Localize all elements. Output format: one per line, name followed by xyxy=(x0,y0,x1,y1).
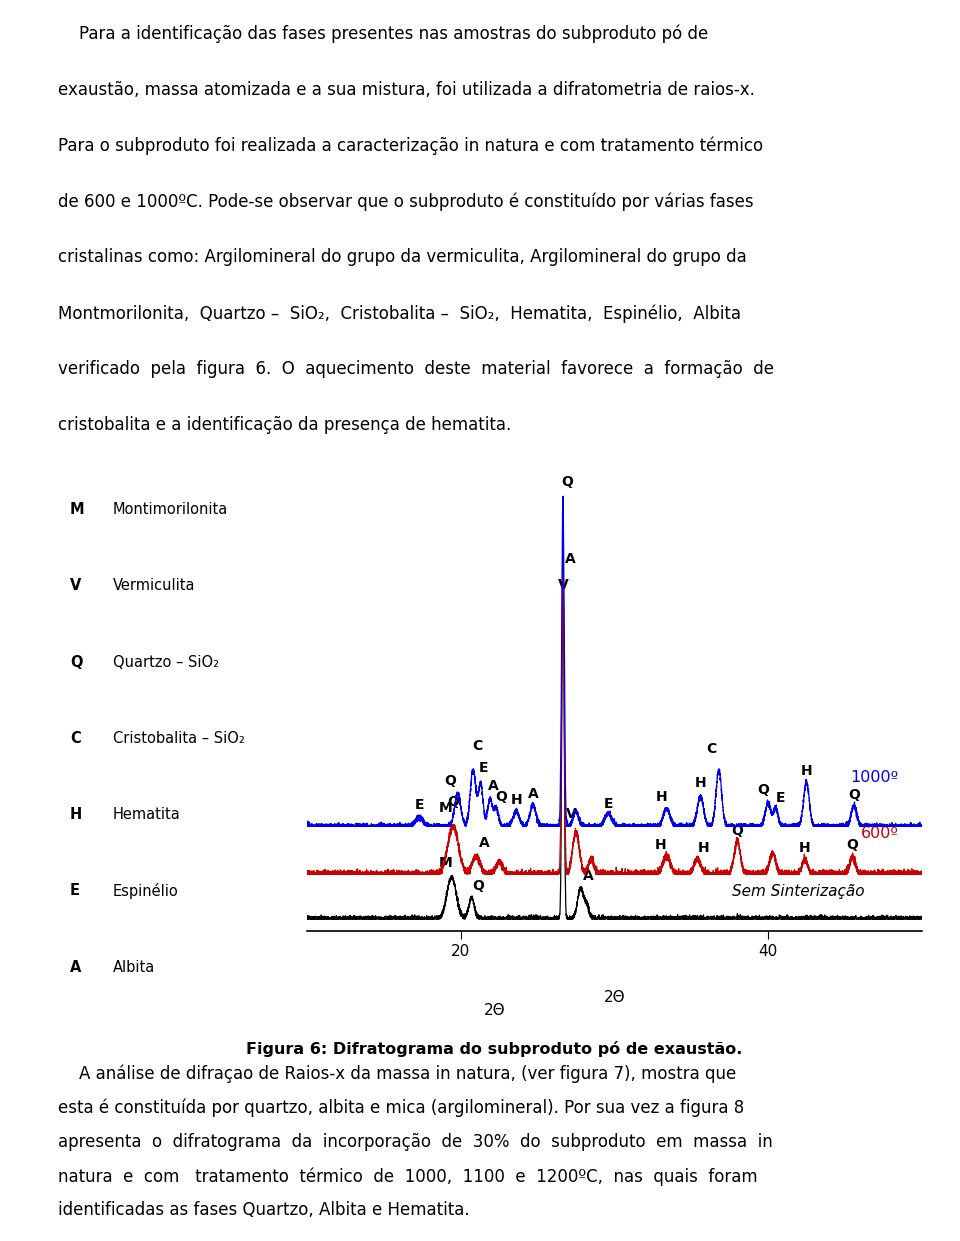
Text: Q: Q xyxy=(447,795,459,809)
Text: Espinélio: Espinélio xyxy=(112,882,179,898)
Text: H: H xyxy=(657,789,668,804)
Text: de 600 e 1000ºC. Pode-se observar que o subproduto é constituído por várias fase: de 600 e 1000ºC. Pode-se observar que o … xyxy=(58,192,754,211)
Text: apresenta  o  difratograma  da  incorporação  de  30%  do  subproduto  em  massa: apresenta o difratograma da incorporação… xyxy=(58,1133,773,1152)
Text: E: E xyxy=(70,884,80,898)
Text: esta é constituída por quartzo, albita e mica (argilomineral). Por sua vez a fig: esta é constituída por quartzo, albita e… xyxy=(58,1098,744,1117)
Text: M: M xyxy=(439,802,452,815)
Text: H: H xyxy=(801,764,812,778)
Text: M: M xyxy=(439,856,452,870)
Text: A: A xyxy=(488,779,498,793)
Text: E: E xyxy=(479,762,489,776)
Text: V: V xyxy=(70,578,82,593)
Text: Q: Q xyxy=(732,824,743,838)
Text: Q: Q xyxy=(471,879,484,894)
Text: Para a identificação das fases presentes nas amostras do subproduto pó de: Para a identificação das fases presentes… xyxy=(58,25,708,43)
Text: A: A xyxy=(528,787,539,800)
Text: Montimorilonita: Montimorilonita xyxy=(112,503,228,517)
Text: 2Θ: 2Θ xyxy=(484,1003,505,1018)
Text: 600º: 600º xyxy=(861,827,899,841)
Text: A: A xyxy=(478,836,490,850)
Text: Albita: Albita xyxy=(112,959,155,974)
Text: A: A xyxy=(565,552,576,566)
Text: A: A xyxy=(70,959,82,974)
Text: Figura 6: Difratograma do subproduto pó de exaustão.: Figura 6: Difratograma do subproduto pó … xyxy=(246,1040,743,1056)
Text: H: H xyxy=(698,841,709,855)
Text: Sem Sinterização: Sem Sinterização xyxy=(732,885,865,900)
Text: H: H xyxy=(70,807,83,822)
Text: cristalinas como: Argilomineral do grupo da vermiculita, Argilomineral do grupo : cristalinas como: Argilomineral do grupo… xyxy=(58,248,746,267)
Text: 2Θ: 2Θ xyxy=(604,990,625,1005)
Text: Q: Q xyxy=(494,791,507,804)
Text: Hematita: Hematita xyxy=(112,807,180,822)
Text: H: H xyxy=(695,777,707,791)
Text: Q: Q xyxy=(562,475,573,489)
Text: Montmorilonita,  Quartzo –  SiO₂,  Cristobalita –  SiO₂,  Hematita,  Espinélio, : Montmorilonita, Quartzo – SiO₂, Cristoba… xyxy=(58,304,740,323)
Text: C: C xyxy=(706,742,716,756)
Text: A análise de difraçao de Raios-x da massa in natura, (ver figura 7), mostra que: A análise de difraçao de Raios-x da mass… xyxy=(58,1065,736,1083)
Text: Para o subproduto foi realizada a caracterização in natura e com tratamento térm: Para o subproduto foi realizada a caract… xyxy=(58,137,763,155)
Text: identificadas as fases Quartzo, Albita e Hematita.: identificadas as fases Quartzo, Albita e… xyxy=(58,1201,469,1220)
Text: Vermiculita: Vermiculita xyxy=(112,578,195,593)
Text: Quartzo – SiO₂: Quartzo – SiO₂ xyxy=(112,655,219,670)
Text: cristobalita e a identificação da presença de hematita.: cristobalita e a identificação da presen… xyxy=(58,416,511,434)
Text: H: H xyxy=(655,838,666,853)
Text: A: A xyxy=(583,869,593,882)
Text: 1000º: 1000º xyxy=(851,769,899,784)
Text: Q: Q xyxy=(70,655,83,670)
Text: Q: Q xyxy=(757,783,769,797)
Text: H: H xyxy=(511,793,522,807)
Text: E: E xyxy=(776,791,785,804)
Text: E: E xyxy=(604,797,613,810)
Text: verificado  pela  figura  6.  O  aquecimento  deste  material  favorece  a  form: verificado pela figura 6. O aquecimento … xyxy=(58,360,774,379)
Text: V: V xyxy=(566,807,577,820)
Text: natura  e  com   tratamento  térmico  de  1000,  1100  e  1200ºC,  nas  quais  f: natura e com tratamento térmico de 1000,… xyxy=(58,1168,757,1185)
Text: exaustão, massa atomizada e a sua mistura, foi utilizada a difratometria de raio: exaustão, massa atomizada e a sua mistur… xyxy=(58,81,755,99)
Text: C: C xyxy=(472,738,483,753)
Text: E: E xyxy=(415,798,424,812)
Text: Q: Q xyxy=(847,838,858,853)
Text: Q: Q xyxy=(848,788,860,803)
Text: C: C xyxy=(70,731,81,746)
Text: V: V xyxy=(558,578,568,592)
Text: M: M xyxy=(70,503,84,517)
Text: Cristobalita – SiO₂: Cristobalita – SiO₂ xyxy=(112,731,245,746)
Text: H: H xyxy=(799,841,810,855)
Text: Q: Q xyxy=(444,774,456,788)
